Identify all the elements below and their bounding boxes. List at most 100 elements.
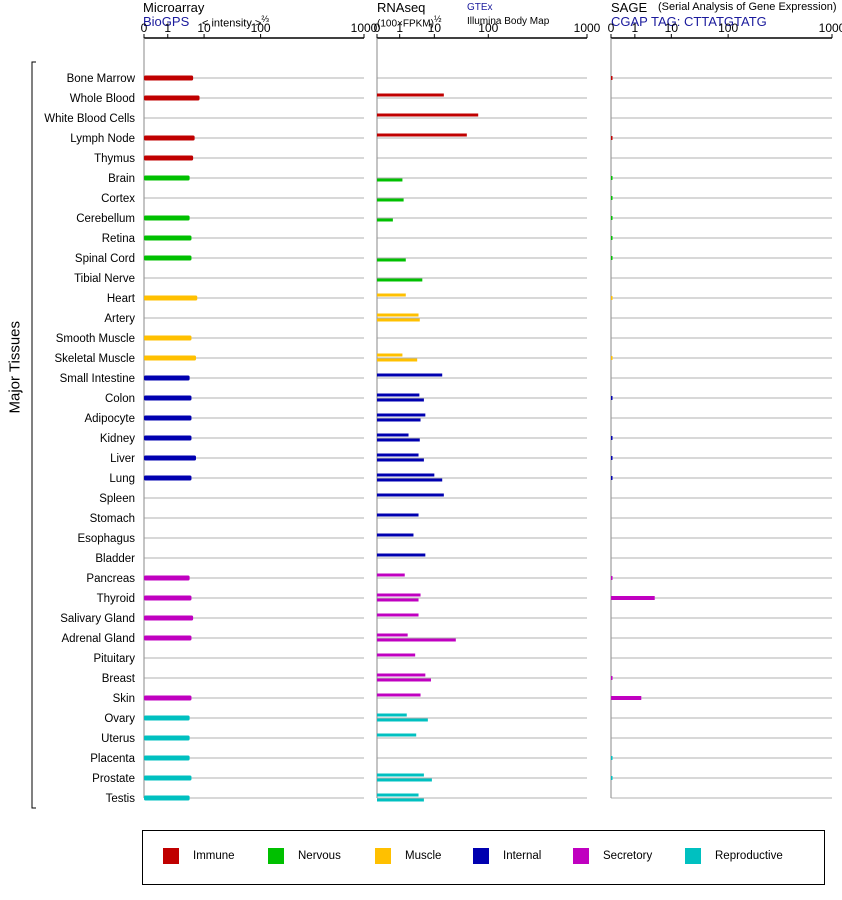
microarray-source: BioGPS	[143, 14, 190, 29]
bar-rnaseq-illumina-body-map	[377, 398, 424, 402]
bar-microarray	[144, 395, 192, 401]
tissue-label: Thyroid	[97, 593, 135, 605]
bar-sage	[611, 176, 613, 180]
tissue-expression-chart: 011010010000110100100001101001000Bone Ma…	[31, 21, 842, 809]
bar-rnaseq-gtex	[377, 93, 444, 97]
tissue-label: Artery	[104, 313, 135, 325]
bar-rnaseq-gtex	[377, 293, 406, 297]
bar-rnaseq-gtex	[377, 533, 414, 537]
bar-sage	[611, 596, 655, 600]
bar-sage	[611, 236, 613, 240]
tissue-label: Stomach	[90, 513, 135, 525]
rnaseq-source-gtex: GTEx	[467, 2, 493, 13]
bar-microarray	[144, 415, 192, 421]
legend-label: Reproductive	[715, 850, 783, 862]
tissue-label: Skeletal Muscle	[54, 353, 135, 365]
tissue-label: Cortex	[101, 193, 135, 205]
legend: Immune Nervous Muscle Internal Secretory Repr…	[142, 830, 825, 885]
bar-microarray	[144, 455, 197, 461]
bar-microarray	[144, 375, 190, 381]
tissue-bracket	[31, 61, 36, 809]
sage-title: SAGE	[611, 0, 648, 15]
tissue-label: Ovary	[104, 713, 135, 725]
legend-label: Secretory	[603, 850, 653, 862]
bar-microarray	[144, 615, 194, 621]
bar-rnaseq-illumina-body-map	[377, 458, 424, 462]
microarray-unit-text: < intensity >	[202, 17, 262, 30]
bar-rnaseq-illumina-body-map	[377, 438, 420, 442]
tissue-label: Breast	[102, 673, 136, 685]
microarray-unit: < intensity >⅔	[202, 14, 269, 30]
sage-tag: CGAP TAG: CTTATGTATG	[611, 14, 767, 29]
tissue-label: Small Intestine	[60, 373, 135, 385]
tissue-label: Adipocyte	[84, 413, 135, 425]
bar-rnaseq-illumina-body-map	[377, 678, 431, 682]
bar-microarray	[144, 335, 192, 341]
bar-sage	[611, 756, 613, 760]
tick-label: 0	[141, 21, 148, 35]
bar-rnaseq-illumina-body-map	[377, 798, 424, 802]
bar-rnaseq-illumina-body-map	[377, 718, 428, 722]
bar-sage	[611, 196, 613, 200]
bar-microarray	[144, 575, 190, 581]
bar-microarray	[144, 795, 190, 801]
bar-rnaseq-illumina-body-map	[377, 178, 403, 182]
tissue-label: Bone Marrow	[67, 73, 136, 85]
bar-rnaseq-gtex	[377, 673, 426, 677]
tick-label: 1	[164, 21, 171, 35]
tissue-label: Pancreas	[86, 573, 135, 585]
bar-rnaseq-gtex	[377, 633, 408, 637]
bar-sage	[611, 776, 613, 780]
tick-label: 1000	[574, 21, 601, 35]
rnaseq-title: RNAseq	[377, 0, 426, 15]
microarray-unit-exp: ⅔	[261, 14, 269, 24]
tick-label: 1000	[819, 21, 842, 35]
bar-sage	[611, 676, 613, 680]
bar-rnaseq-gtex	[377, 693, 421, 697]
bar-rnaseq-gtex	[377, 393, 420, 397]
bar-rnaseq-gtex	[377, 313, 419, 317]
bar-sage	[611, 436, 613, 440]
tick-label: 1000	[351, 21, 378, 35]
bar-microarray	[144, 295, 198, 301]
bar-microarray	[144, 155, 194, 161]
bar-rnaseq-illumina-body-map	[377, 258, 406, 262]
bar-sage	[611, 396, 613, 400]
tick-label: 10	[665, 21, 679, 35]
bar-rnaseq-illumina-body-map	[377, 278, 423, 282]
rnaseq-unit-exp: ½	[433, 14, 442, 24]
bar-rnaseq-gtex	[377, 573, 405, 577]
tissue-label: Bladder	[95, 553, 135, 565]
tissue-label: White Blood Cells	[44, 113, 135, 125]
bar-microarray	[144, 355, 197, 361]
tick-label: 0	[374, 21, 381, 35]
legend-label: Muscle	[405, 850, 442, 862]
sage-subtitle: (Serial Analysis of Gene Expression)	[658, 1, 837, 13]
bar-sage	[611, 576, 613, 580]
bar-microarray	[144, 235, 192, 241]
bar-microarray	[144, 95, 200, 101]
tissue-label: Kidney	[100, 433, 135, 445]
tissue-label: Brain	[108, 173, 135, 185]
bar-rnaseq-gtex	[377, 593, 421, 597]
bar-rnaseq-gtex	[377, 473, 435, 477]
bar-sage	[611, 696, 642, 700]
bar-rnaseq-illumina-body-map	[377, 218, 393, 222]
bar-rnaseq-gtex	[377, 713, 407, 717]
tissue-label: Retina	[102, 233, 136, 245]
bar-rnaseq-gtex	[377, 113, 479, 117]
bar-rnaseq-gtex	[377, 433, 409, 437]
bar-rnaseq-gtex	[377, 613, 419, 617]
tissue-label: Lung	[109, 473, 135, 485]
bar-microarray	[144, 695, 192, 701]
legend-label: Nervous	[298, 850, 341, 862]
tissue-label: Esophagus	[77, 533, 135, 545]
tissue-label: Smooth Muscle	[56, 333, 135, 345]
bar-rnaseq-illumina-body-map	[377, 418, 421, 422]
tissue-label: Heart	[107, 293, 136, 305]
bar-microarray	[144, 595, 192, 601]
bar-sage	[611, 256, 613, 260]
bar-rnaseq-gtex	[377, 513, 419, 517]
tissue-label: Whole Blood	[70, 93, 135, 105]
legend-label: Immune	[193, 850, 235, 862]
